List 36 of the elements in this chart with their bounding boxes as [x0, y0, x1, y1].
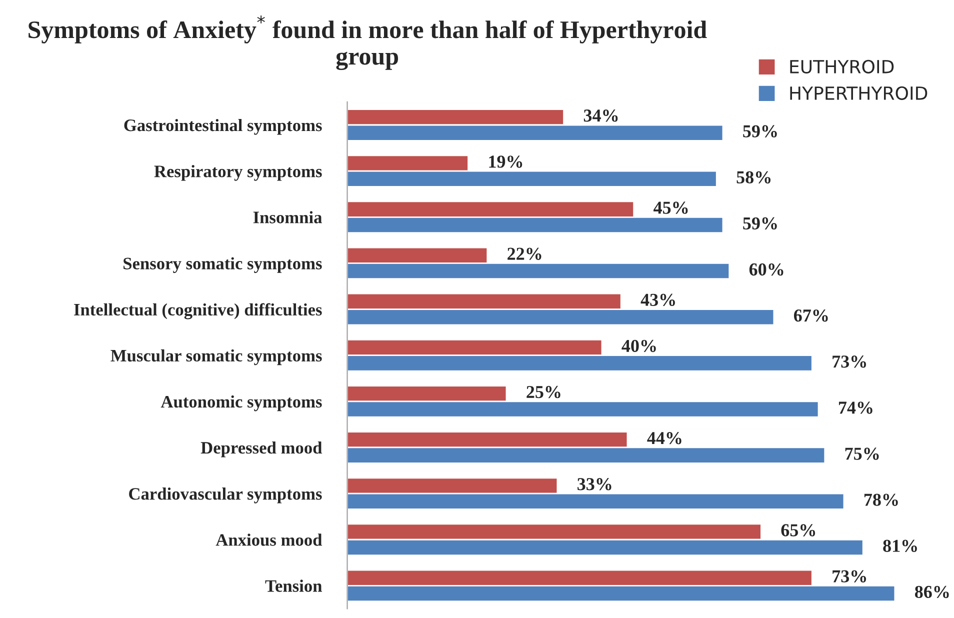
- data-label: 65%: [781, 524, 816, 536]
- data-label: 67%: [794, 309, 828, 322]
- data-label: 40%: [622, 340, 656, 352]
- y-tick-label: Insomnia: [253, 211, 322, 224]
- y-tick-label: Intellectual (cognitive) difficulties: [74, 303, 322, 320]
- data-label: 34%: [584, 110, 618, 122]
- y-tick-label: Autonomic symptoms: [160, 395, 322, 412]
- y-tick-label: Gastrointestinal symptoms: [124, 118, 322, 135]
- data-label: 60%: [749, 263, 784, 276]
- data-label: 43%: [640, 294, 675, 306]
- data-label: 73%: [832, 570, 866, 582]
- data-label: 58%: [736, 171, 770, 184]
- data-label: 75%: [845, 448, 879, 460]
- y-tick-label: Depressed mood: [200, 441, 322, 458]
- data-label: 86%: [914, 586, 949, 598]
- data-label: 22%: [508, 248, 542, 260]
- data-label: 73%: [832, 356, 866, 368]
- data-label: 25%: [526, 386, 560, 398]
- data-label: 33%: [578, 478, 612, 490]
- y-tick-label: Tension: [265, 580, 322, 592]
- y-tick-label: Anxious mood: [216, 534, 322, 546]
- data-label: 19%: [489, 156, 522, 168]
- data-label: 74%: [838, 402, 872, 414]
- data-label: 81%: [883, 540, 917, 552]
- data-label: 44%: [647, 432, 682, 444]
- y-tick-label: Cardiovascular symptoms: [129, 488, 322, 504]
- data-label: 59%: [743, 217, 777, 230]
- data-label: 78%: [864, 494, 898, 506]
- chart-title: Symptoms of Anxiety$^{*}$ found in more than half of Hyperthyroid group: [28, 15, 707, 70]
- y-tick-label: Sensory somatic symptoms: [124, 257, 322, 273]
- data-label: 45%: [654, 202, 688, 214]
- y-tick-label: Muscular somatic symptoms: [110, 349, 322, 366]
- legend-label: HYPERTHYROID: [790, 86, 928, 100]
- legend-label: EUTHYROID: [790, 60, 894, 74]
- y-tick-label: Respiratory symptoms: [154, 165, 322, 181]
- data-label: 59%: [743, 125, 777, 138]
